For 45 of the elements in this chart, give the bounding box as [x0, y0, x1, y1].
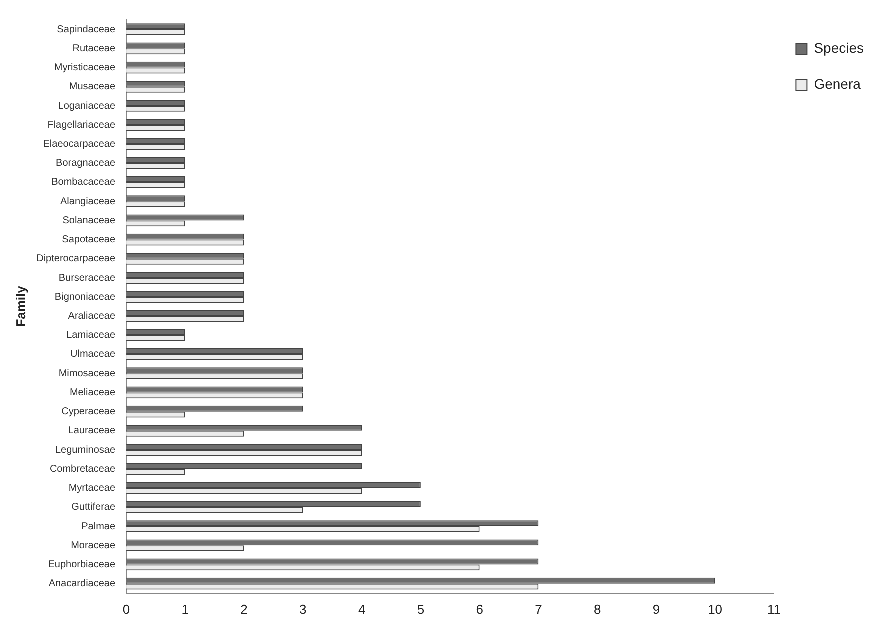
y-tick-label: Rutaceae	[72, 43, 116, 54]
y-tick-label: Lauraceae	[68, 426, 116, 437]
x-tick-label: 9	[652, 602, 660, 617]
y-tick-label: Sapindaceae	[57, 24, 116, 36]
y-tick-label: Flagellariaceae	[48, 120, 116, 131]
y-tick-label: Anacardiaceae	[48, 578, 116, 590]
x-tick-label: 7	[535, 602, 542, 617]
y-axis-title: Family	[13, 285, 28, 328]
y-tick-label: Sapotaceae	[62, 234, 116, 246]
y-tick-label: Burseraceae	[58, 272, 116, 284]
y-tick-label: Guttiferae	[72, 502, 116, 514]
y-tick-label: Musaceae	[69, 82, 116, 93]
y-tick-label: Loganiaceae	[58, 100, 116, 112]
y-tick-label: Combretaceae	[50, 464, 116, 475]
x-tick-label: 1	[182, 602, 190, 617]
y-tick-label: Palmae	[82, 521, 116, 532]
y-tick-label: Araliaceae	[68, 311, 116, 322]
y-tick-label: Lamiaceae	[66, 330, 116, 342]
y-tick-label: Solanaceae	[62, 215, 116, 226]
x-tick-label: 6	[476, 602, 484, 617]
x-tick-label: 10	[708, 602, 723, 617]
x-tick-label: 8	[594, 602, 602, 617]
y-tick-label: Euphorbiaceae	[48, 559, 116, 570]
x-tick-label: 5	[417, 602, 425, 617]
y-tick-label: Bignoniaceae	[54, 292, 116, 303]
x-tick-label: 4	[358, 602, 366, 617]
y-tick-label: Bombacaceae	[52, 177, 116, 188]
y-tick-label: Mimosaceae	[58, 368, 116, 380]
legend-label: Species	[814, 40, 864, 56]
legend-label: Genera	[814, 76, 862, 92]
y-tick-label: Dipterocarpaceae	[36, 254, 116, 265]
y-tick-label: Elaeocarpaceae	[43, 138, 116, 150]
y-tick-label: Moraceae	[71, 540, 116, 552]
y-tick-label: Myrtaceae	[68, 483, 116, 494]
y-tick-label: Alangiaceae	[60, 196, 116, 208]
x-tick-label: 3	[300, 602, 307, 617]
y-tick-label: Leguminosae	[55, 444, 116, 456]
y-tick-label: Myristicaceae	[54, 62, 116, 74]
x-tick-label: 11	[767, 602, 781, 617]
y-tick-label: Ulmaceae	[70, 349, 116, 360]
x-tick-label: 0	[122, 602, 130, 617]
y-tick-label: Boragnaceae	[56, 158, 116, 170]
x-tick-label: 2	[240, 602, 248, 617]
y-tick-label: Cyperaceae	[62, 406, 116, 418]
y-tick-label: Meliaceae	[70, 387, 116, 398]
